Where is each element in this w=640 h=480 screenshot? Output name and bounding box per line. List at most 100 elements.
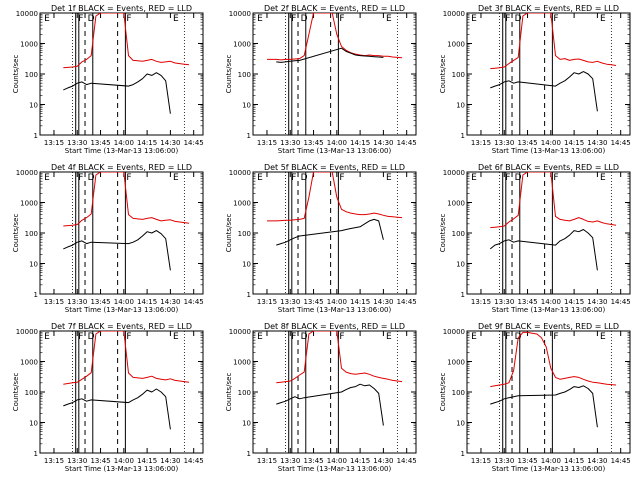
panel-title: Det 4f BLACK = Events, RED = LLD [51, 163, 192, 172]
y-tick-label: 10000 [229, 328, 251, 336]
y-tick-label: 100 [452, 230, 465, 238]
region-label: F [553, 173, 558, 183]
region-label: E [173, 173, 179, 183]
events-series-line [63, 230, 171, 271]
y-axis-label: Counts/sec [225, 214, 233, 253]
y-axis-label: Counts/sec [225, 55, 233, 94]
event-markers [499, 331, 612, 453]
x-tick-label: 13:45 [303, 139, 323, 147]
events-series-line [489, 229, 598, 271]
region-label: E [471, 14, 477, 24]
detector-panel-2: 1 10 100 1000 10000 13:15 13:30 13:45 14:00 14:15… [225, 4, 417, 155]
region-label: E [173, 332, 179, 342]
panel-title: Det 8f BLACK = Events, RED = LLD [264, 322, 405, 331]
y-tick-label: 1000 [233, 359, 251, 367]
y-tick-label: 100 [238, 230, 251, 238]
x-axis-label: Start Time (13-Mar-13 13:06:00) [492, 147, 606, 155]
y-tick-label: 10000 [16, 328, 38, 336]
y-tick-label: 1 [247, 132, 251, 140]
x-tick-label: 13:15 [44, 298, 64, 306]
y-tick-label: 10000 [16, 169, 38, 177]
lld-series-line [63, 13, 190, 69]
plot-frame [466, 12, 631, 136]
events-series-line [276, 383, 384, 426]
plot-frame [39, 12, 204, 136]
region-label: F [78, 173, 83, 183]
series-group [63, 331, 190, 430]
y-tick-label: 10 [456, 420, 465, 428]
region-label: F [339, 332, 344, 342]
x-tick-label: 13:45 [90, 457, 110, 465]
x-tick-label: 13:30 [280, 298, 300, 306]
series-group [490, 331, 617, 428]
detector-panel-9: 1 10 100 1000 10000 13:15 13:30 13:45 14:00 14:15… [439, 322, 631, 473]
x-tick-label: 13:15 [471, 139, 491, 147]
region-label: E [44, 14, 50, 24]
region-label: F [126, 173, 131, 183]
detector-panel-4: 1 10 100 1000 10000 13:15 13:30 13:45 14:00 14:15… [12, 163, 204, 314]
events-series-line [490, 385, 598, 428]
x-tick-label: 14:00 [114, 298, 134, 306]
region-label: D [301, 173, 308, 183]
region-label: E [44, 332, 50, 342]
x-tick-label: 14:00 [541, 298, 561, 306]
x-tick-label: 13:30 [494, 139, 514, 147]
region-label: F [339, 14, 344, 24]
y-tick-label: 10000 [16, 10, 38, 18]
series-group [490, 13, 617, 112]
events-series-line [63, 72, 171, 114]
x-axis-label: Start Time (13-Mar-13 13:06:00) [492, 465, 606, 473]
y-tick-label: 1000 [447, 359, 465, 367]
region-label: E [257, 14, 263, 24]
plot-frame [39, 171, 204, 295]
detector-panel-1: 1 10 100 1000 10000 13:15 13:30 13:45 14:00 14:15… [12, 4, 204, 155]
detector-panel-8: 1 10 100 1000 10000 13:15 13:30 13:45 14:00 14:15… [225, 322, 417, 473]
plot-frame [252, 12, 417, 136]
lld-series-line [490, 331, 617, 388]
x-axis-label: Start Time (13-Mar-13 13:06:00) [65, 147, 179, 155]
plot-frame [39, 330, 204, 454]
region-label: D [88, 332, 95, 342]
lld-series-line [63, 331, 190, 385]
plot-frame [466, 330, 631, 454]
y-axis-label: Counts/sec [12, 214, 20, 253]
x-tick-label: 13:30 [67, 298, 87, 306]
y-tick-label: 100 [238, 71, 251, 79]
region-label: D [88, 14, 95, 24]
x-tick-label: 14:30 [160, 298, 180, 306]
y-tick-label: 10 [242, 261, 251, 269]
x-axis-label: Start Time (13-Mar-13 13:06:00) [278, 306, 392, 314]
x-tick-label: 13:15 [257, 139, 277, 147]
x-tick-label: 14:45 [184, 457, 204, 465]
event-markers [285, 13, 398, 135]
x-tick-label: 13:15 [257, 457, 277, 465]
panel-title: Det 3f BLACK = Events, RED = LLD [478, 4, 619, 13]
y-tick-label: 10000 [229, 10, 251, 18]
x-tick-label: 14:15 [350, 298, 370, 306]
event-markers [72, 13, 185, 135]
region-label: D [515, 332, 522, 342]
y-tick-label: 10000 [443, 169, 465, 177]
x-tick-label: 14:30 [373, 457, 393, 465]
region-label: E [386, 173, 392, 183]
x-axis-label: Start Time (13-Mar-13 13:06:00) [278, 147, 392, 155]
region-label: F [78, 14, 83, 24]
lld-series-line [267, 13, 403, 61]
event-markers [499, 13, 612, 135]
event-markers [285, 172, 398, 294]
y-tick-label: 1000 [233, 200, 251, 208]
series-group [63, 13, 190, 114]
plot-frame [466, 171, 631, 295]
x-tick-label: 14:15 [564, 139, 584, 147]
x-tick-label: 14:00 [541, 139, 561, 147]
y-tick-label: 100 [238, 389, 251, 397]
x-tick-label: 14:45 [184, 139, 204, 147]
events-series-line [63, 388, 171, 430]
x-tick-label: 13:45 [90, 298, 110, 306]
y-tick-label: 10 [242, 420, 251, 428]
events-series-line [276, 218, 384, 246]
event-markers [499, 172, 612, 294]
region-label: E [600, 14, 606, 24]
x-tick-label: 14:30 [160, 457, 180, 465]
x-tick-label: 14:00 [541, 457, 561, 465]
